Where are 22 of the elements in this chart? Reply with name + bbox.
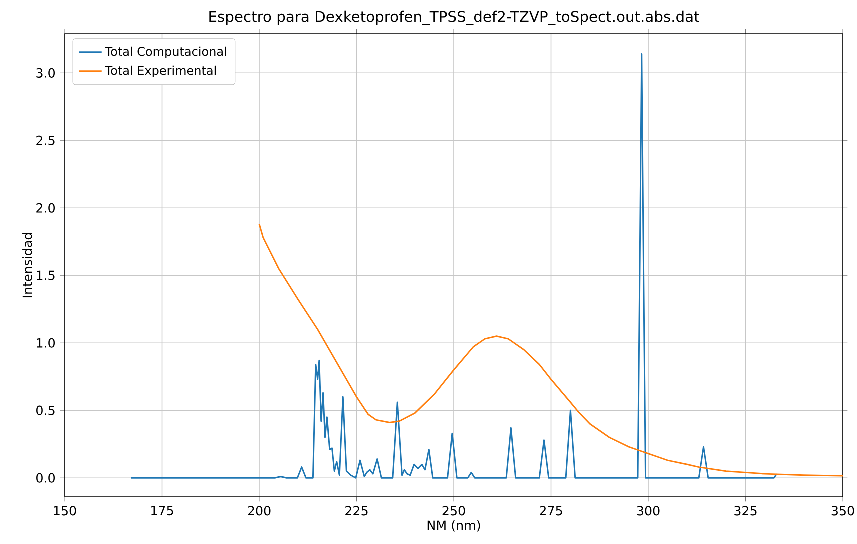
y-tick-label: 3.0 — [36, 68, 55, 78]
y-tick-label: 0.5 — [36, 406, 55, 416]
x-tick-label: 250 — [442, 506, 466, 516]
x-axis-title: NM (nm) — [428, 520, 480, 532]
y-tick-label: 0.0 — [36, 473, 55, 483]
y-axis-title: Intensidad — [22, 233, 32, 298]
y-tick-label: 1.0 — [37, 338, 55, 348]
x-tick-label: 275 — [540, 506, 562, 516]
y-tick-label: 1.5 — [37, 270, 55, 280]
x-tick-label: 150 — [54, 506, 76, 516]
x-tick-label: 300 — [637, 506, 660, 516]
x-tick-label: 225 — [346, 506, 368, 516]
x-tick-label: 350 — [832, 506, 854, 516]
x-tick-label: 200 — [248, 506, 271, 516]
y-tick-label: 2.5 — [36, 136, 55, 146]
legend-label: Total Computacional — [105, 46, 226, 58]
chart-title: Espectro para Dexketoprofen_TPSS_def2-TZVP_toSpect.out.abs.dat — [210, 10, 700, 26]
y-tick-label: 2.0 — [36, 203, 55, 213]
x-tick-label: 325 — [734, 506, 757, 516]
legend-label: Total Experimental — [105, 66, 216, 78]
x-tick-label: 175 — [152, 506, 174, 516]
line-series — [258, 224, 844, 477]
